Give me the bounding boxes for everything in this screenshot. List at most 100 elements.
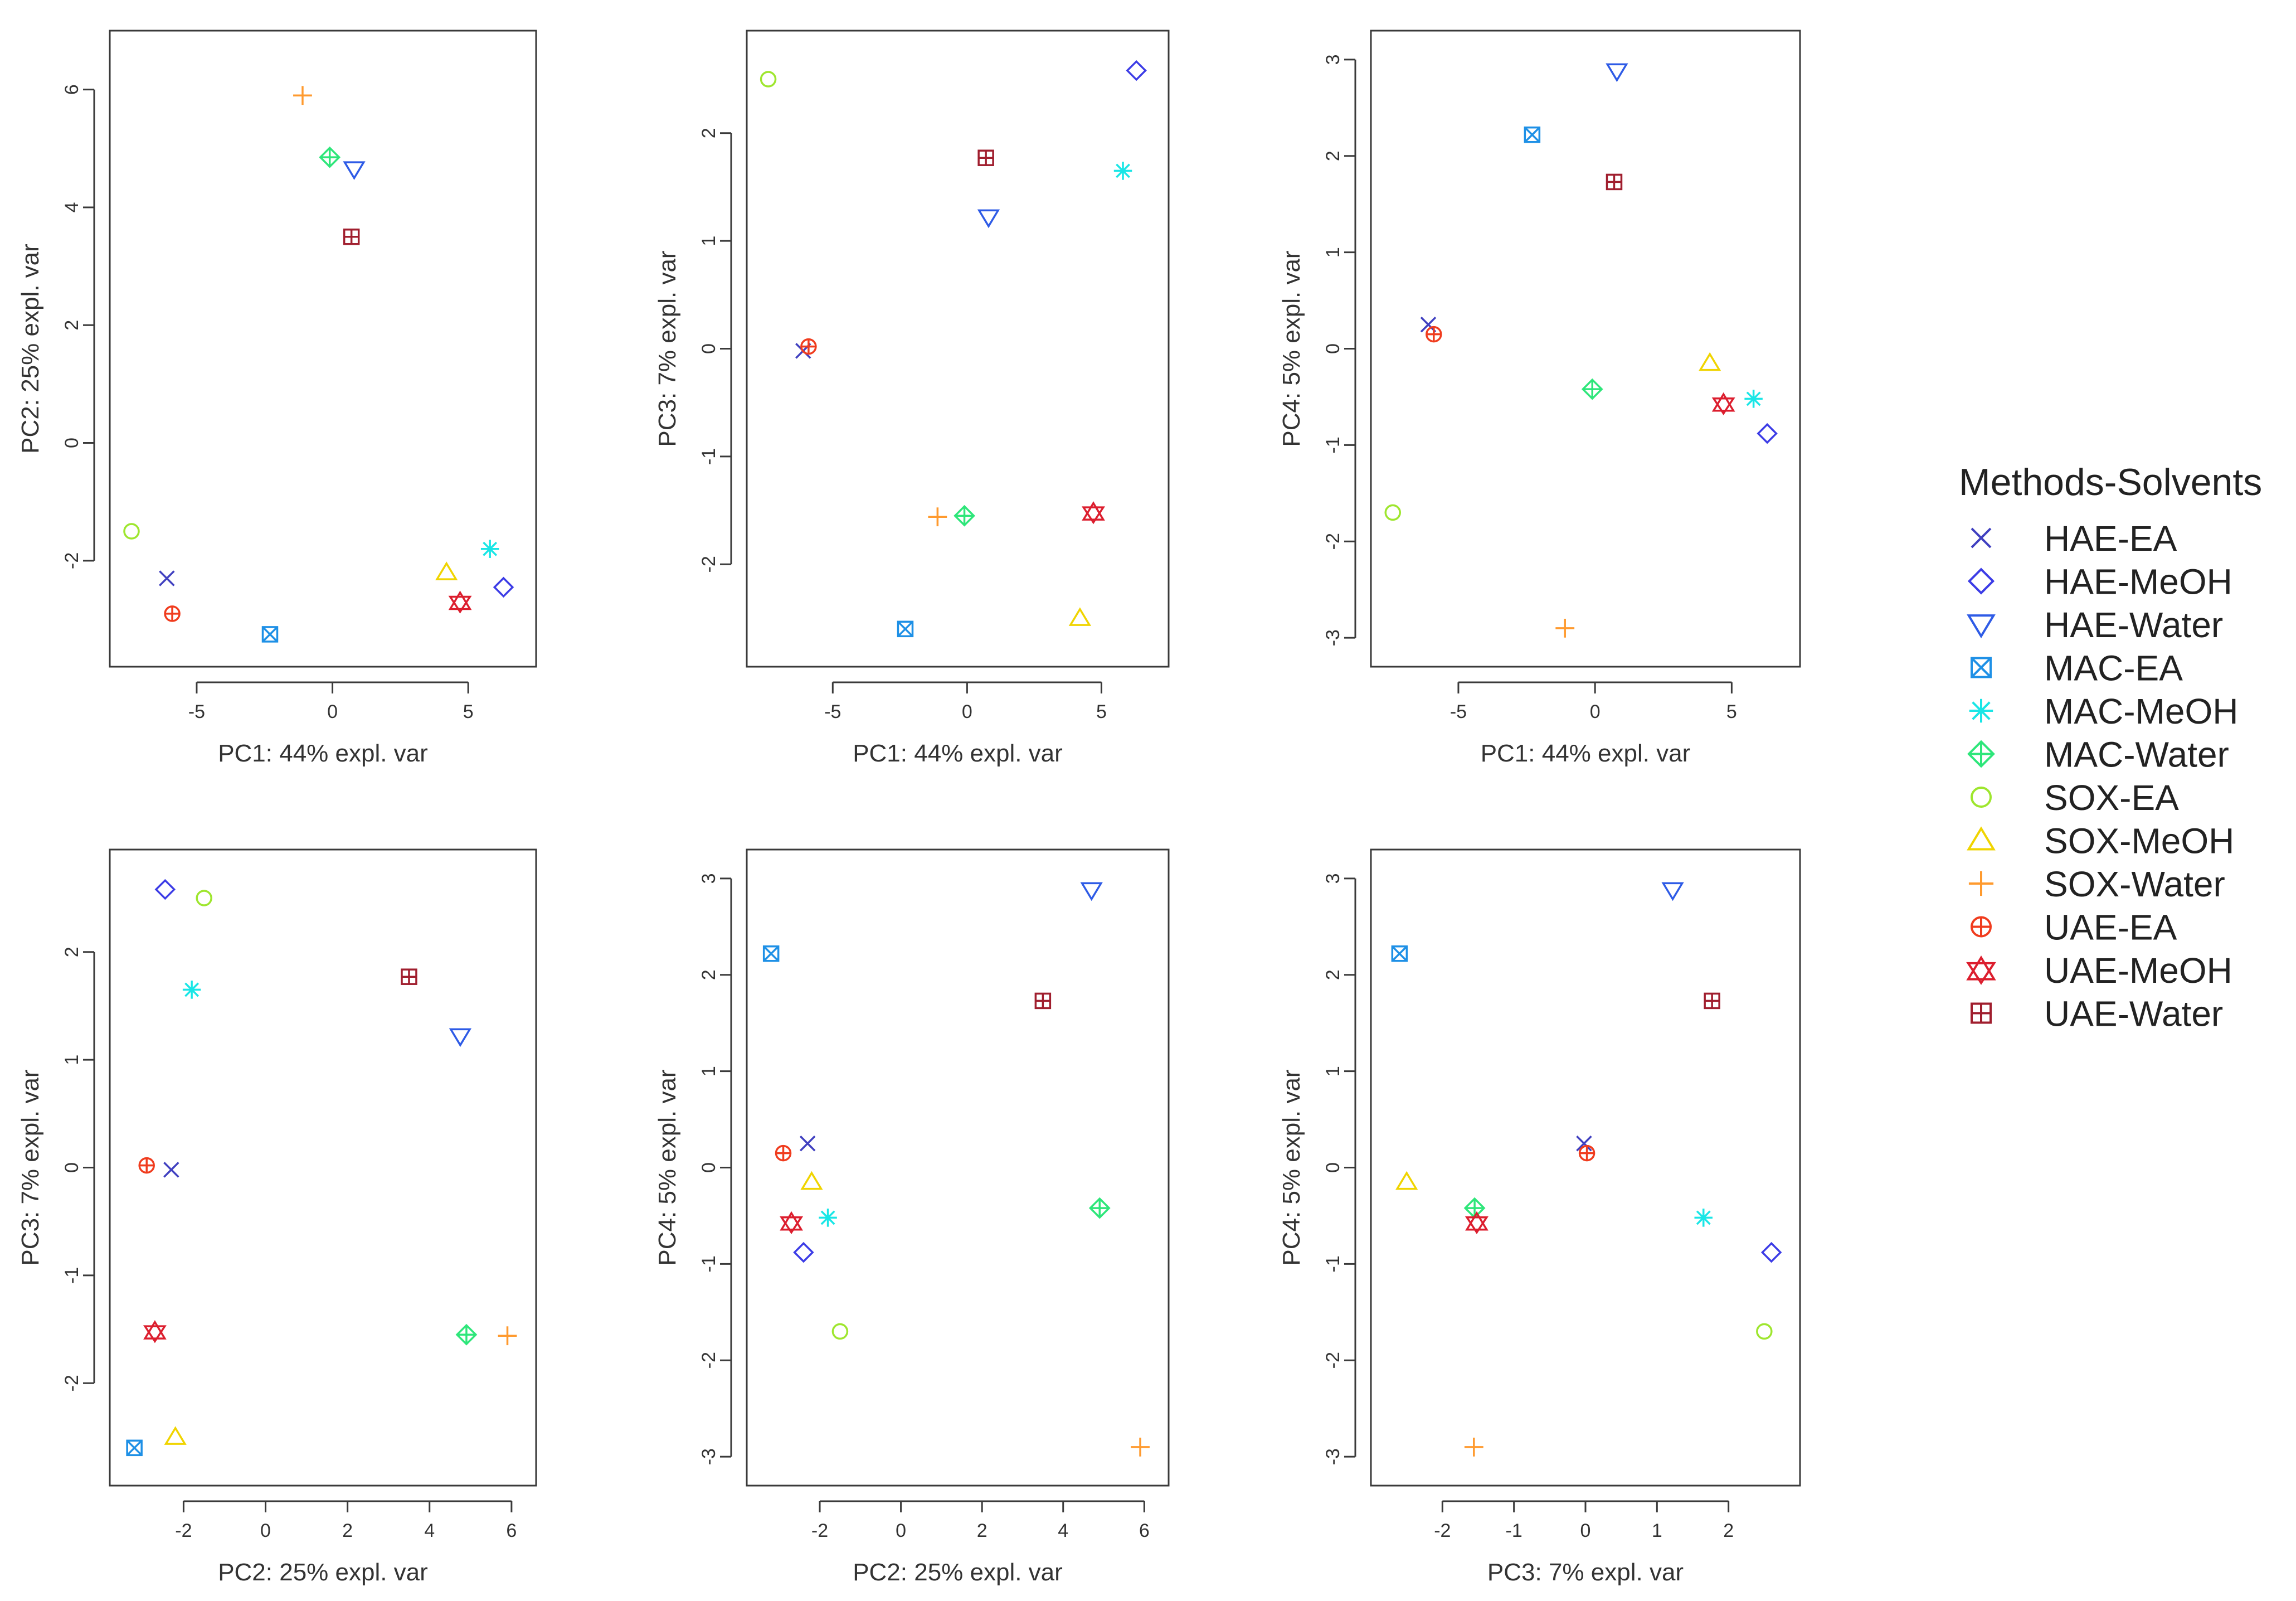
- point-sox-ea: [1756, 1323, 1773, 1340]
- legend-item-hae-water: HAE-Water: [1967, 605, 2223, 645]
- x-tick-label: -2: [175, 1520, 192, 1541]
- legend-item-sox-ea: SOX-EA: [1971, 778, 2179, 818]
- boxed-plus-icon: [1971, 1002, 1992, 1024]
- point-hae-ea: [163, 1162, 179, 1178]
- x-tick-label: 5: [1096, 701, 1107, 722]
- point-hae-water: [343, 161, 366, 180]
- point-mac-meoh: [1113, 162, 1132, 180]
- point-sox-water: [1464, 1437, 1483, 1457]
- y-tick-label: 0: [698, 343, 719, 354]
- point-sox-ea: [1384, 504, 1401, 521]
- y-tick-label: 2: [61, 320, 82, 331]
- y-tick-label: -1: [1322, 1255, 1344, 1272]
- panel-pc3-pc4: -2 -1 0 1 2 -3 -2 -1 0 1 2 3 PC3: 7% expl. var PC4: 5…: [1278, 848, 1801, 1586]
- x-tick-label: 0: [962, 701, 972, 722]
- point-uae-ea: [800, 338, 817, 355]
- x-tick-label: 6: [506, 1520, 517, 1541]
- x-tick-label: 6: [1139, 1520, 1150, 1541]
- y-axis-label: PC3: 7% expl. var: [654, 250, 681, 447]
- x-tick-label: 0: [1580, 1520, 1591, 1541]
- x-tick-label: -2: [1434, 1520, 1451, 1541]
- point-uae-water: [1606, 173, 1623, 191]
- point-uae-ea: [775, 1144, 792, 1162]
- panel-pc2-pc3: -2 0 2 4 6 -2 -1 0 1 2 PC2: 25% expl. var PC3: 7% e…: [17, 848, 537, 1586]
- point-mac-ea: [261, 626, 279, 643]
- x-axis-label: PC1: 44% expl. var: [853, 740, 1063, 767]
- point-hae-meoh: [1757, 423, 1778, 444]
- x-tick-label: 2: [977, 1520, 988, 1541]
- boxed-x-icon: [1971, 657, 1992, 678]
- point-mac-water: [954, 504, 975, 527]
- point-hae-water: [977, 209, 1000, 229]
- y-axis-label: PC4: 5% expl. var: [1278, 1069, 1305, 1265]
- point-mac-water: [1581, 378, 1603, 400]
- point-uae-water: [977, 149, 994, 166]
- x-axis-label: PC1: 44% expl. var: [218, 740, 428, 767]
- x-tick-label: 5: [463, 701, 474, 722]
- triangle-down-icon: [1967, 614, 1996, 639]
- point-sox-ea: [123, 523, 140, 540]
- y-tick-label: 0: [61, 438, 82, 448]
- x-tick-label: 0: [896, 1520, 906, 1541]
- point-uae-meoh: [448, 590, 472, 614]
- point-uae-ea: [1426, 326, 1442, 343]
- y-tick-label: -1: [1322, 436, 1344, 453]
- y-tick-label: -2: [61, 1375, 82, 1391]
- point-hae-meoh: [1126, 60, 1147, 81]
- panel-pc1-pc3: -5 0 5 -2 -1 0 1 2 PC1: 44% expl. var PC3: 7% exp…: [654, 30, 1170, 767]
- point-sox-water: [498, 1326, 517, 1346]
- y-tick-label: 3: [1322, 54, 1344, 65]
- point-uae-meoh: [780, 1211, 804, 1234]
- x-tick-label: 2: [342, 1520, 353, 1541]
- y-tick-label: -2: [1322, 1352, 1344, 1369]
- point-sox-water: [1555, 618, 1575, 638]
- triangle-up-icon: [1967, 826, 1996, 851]
- x-axis-label: PC2: 25% expl. var: [853, 1559, 1063, 1586]
- point-uae-water: [1034, 992, 1052, 1010]
- point-sox-meoh: [1395, 1171, 1418, 1190]
- point-sox-ea: [196, 890, 212, 906]
- point-mac-meoh: [819, 1209, 837, 1227]
- point-sox-meoh: [435, 561, 458, 580]
- y-tick-label: -2: [61, 552, 82, 569]
- point-sox-meoh: [1698, 352, 1721, 371]
- y-tick-label: 2: [61, 947, 82, 957]
- point-uae-water: [401, 968, 417, 985]
- y-tick-label: 2: [698, 128, 719, 138]
- point-mac-water: [1088, 1197, 1111, 1219]
- panels: -5 0 5 -2 0 2 4 6 PC1: 44% expl. var PC2: 25% exp…: [17, 30, 1801, 1586]
- circle-plus-icon: [1971, 916, 1992, 938]
- x-tick-label: 0: [327, 701, 338, 722]
- point-hae-meoh: [1760, 1241, 1782, 1263]
- legend: Methods-Solvents HAE-EAHAE-MeOHHAE-Water…: [1959, 461, 2262, 1034]
- legend-item-uae-meoh: UAE-MeOH: [1966, 950, 2232, 991]
- y-tick-label: -3: [1322, 1448, 1344, 1465]
- legend-item-uae-water: UAE-Water: [1971, 994, 2223, 1034]
- x-axis-label: PC2: 25% expl. var: [218, 1559, 428, 1586]
- point-uae-meoh: [143, 1320, 167, 1343]
- x-tick-label: 2: [1723, 1520, 1734, 1541]
- point-uae-ea: [164, 605, 181, 622]
- y-tick-label: 0: [61, 1162, 82, 1173]
- y-tick-label: -3: [698, 1448, 719, 1465]
- x-tick-label: -2: [811, 1520, 828, 1541]
- point-sox-ea: [831, 1323, 849, 1340]
- legend-item-label: HAE-EA: [2044, 518, 2177, 559]
- legend-item-label: SOX-EA: [2044, 778, 2179, 818]
- point-sox-water: [1131, 1437, 1150, 1457]
- point-hae-ea: [1576, 1136, 1592, 1152]
- point-hae-water: [449, 1028, 472, 1047]
- y-tick-label: -2: [698, 556, 719, 573]
- circle-icon: [1971, 787, 1992, 808]
- legend-item-mac-water: MAC-Water: [1967, 735, 2229, 775]
- legend-title: Methods-Solvents: [1959, 461, 2262, 503]
- x-icon: [1971, 527, 1992, 549]
- y-axis-label: PC4: 5% expl. var: [1278, 250, 1305, 447]
- point-sox-meoh: [164, 1426, 187, 1445]
- y-tick-label: -1: [698, 448, 719, 465]
- legend-item-mac-meoh: MAC-MeOH: [1969, 691, 2238, 731]
- point-hae-water: [1606, 63, 1628, 83]
- y-tick-label: 2: [1322, 969, 1344, 980]
- y-tick-label: -1: [698, 1255, 719, 1272]
